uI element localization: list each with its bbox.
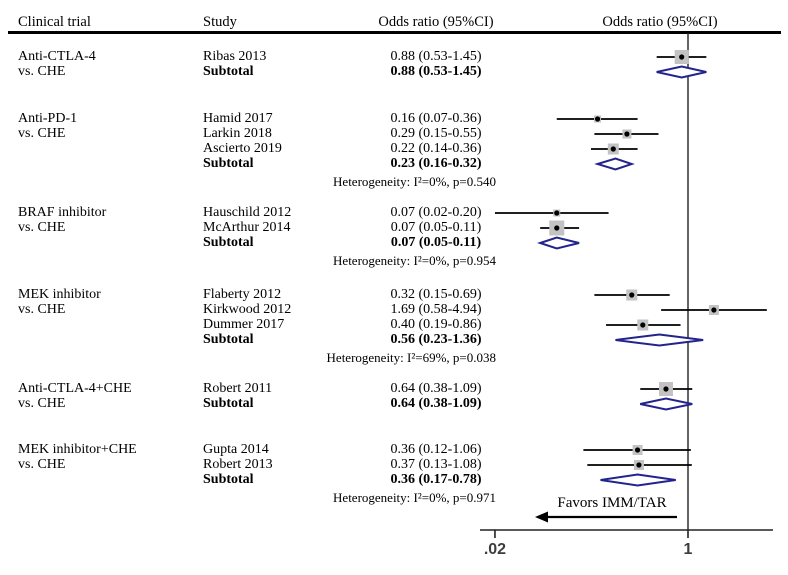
point-estimate-dot (610, 146, 616, 152)
subtotal-diamond (656, 65, 707, 79)
study-name: Flaberty 2012 (203, 287, 282, 302)
or-ci-value: 0.07 (0.05-0.11) (390, 220, 482, 235)
point-estimate-dot (554, 225, 560, 231)
or-ci-value: 0.16 (0.07-0.36) (390, 111, 482, 126)
subtotal-diamond (615, 333, 704, 347)
group-vs-label: vs. CHE (18, 64, 66, 79)
study-name: Ribas 2013 (203, 49, 267, 64)
group-vs-label: vs. CHE (18, 302, 66, 317)
x-axis-tick-label: 1 (683, 541, 693, 558)
subtotal-label: Subtotal (203, 235, 254, 250)
favors-arrow-head (535, 511, 548, 523)
subtotal-or-ci-value: 0.88 (0.53-1.45) (390, 64, 482, 79)
point-estimate-dot (594, 116, 601, 122)
or-ci-value: 1.69 (0.58-4.94) (390, 302, 482, 317)
or-ci-value: 0.32 (0.15-0.69) (390, 287, 482, 302)
heterogeneity-note: Heterogeneity: I²=69%, p=0.038 (326, 350, 496, 365)
header-odds-ratio-plot: Odds ratio (95%CI) (602, 14, 718, 30)
group-vs-label: vs. CHE (18, 126, 66, 141)
or-ci-value: 0.40 (0.19-0.86) (390, 317, 482, 332)
favors-label: Favors IMM/TAR (557, 495, 667, 511)
subtotal-or-ci-value: 0.07 (0.05-0.11) (390, 235, 482, 250)
subtotal-diamond (594, 157, 635, 171)
x-axis-tick-label: .02 (483, 541, 507, 558)
group-label: Anti-PD-1 (18, 111, 78, 126)
or-ci-value: 0.37 (0.13-1.08) (390, 457, 482, 472)
point-estimate-dot (640, 322, 646, 328)
study-name: Larkin 2018 (203, 126, 272, 141)
study-name: Kirkwood 2012 (203, 302, 292, 317)
subtotal-label: Subtotal (203, 396, 254, 411)
heterogeneity-note: Heterogeneity: I²=0%, p=0.971 (333, 490, 496, 505)
study-name: Robert 2013 (203, 457, 273, 472)
point-estimate-dot (554, 210, 560, 216)
group-label: MEK inhibitor+CHE (18, 442, 137, 457)
point-estimate-dot (624, 131, 630, 137)
header-odds-ratio-text: Odds ratio (95%CI) (378, 14, 494, 30)
subtotal-or-ci-value: 0.64 (0.38-1.09) (390, 396, 482, 411)
subtotal-diamond (536, 236, 580, 250)
subtotal-label: Subtotal (203, 472, 254, 487)
point-estimate-dot (636, 462, 642, 468)
header-clinical-trial: Clinical trial (18, 14, 91, 30)
or-ci-value: 0.29 (0.15-0.55) (390, 126, 482, 141)
point-estimate-dot (679, 54, 685, 60)
heterogeneity-note: Heterogeneity: I²=0%, p=0.540 (333, 174, 496, 189)
subtotal-label: Subtotal (203, 156, 254, 171)
study-name: Hamid 2017 (203, 111, 273, 126)
subtotal-diamond (640, 397, 693, 411)
subtotal-or-ci-value: 0.56 (0.23-1.36) (390, 332, 482, 347)
group-vs-label: vs. CHE (18, 457, 66, 472)
subtotal-label: Subtotal (203, 332, 254, 347)
point-estimate-dot (711, 307, 717, 313)
study-name: McArthur 2014 (203, 220, 291, 235)
subtotal-or-ci-value: 0.23 (0.16-0.32) (390, 156, 482, 171)
point-estimate-dot (634, 447, 641, 453)
or-ci-value: 0.64 (0.38-1.09) (390, 381, 482, 396)
study-name: Gupta 2014 (203, 442, 269, 457)
header-rule (8, 31, 781, 34)
study-name: Robert 2011 (203, 381, 273, 396)
subtotal-or-ci-value: 0.36 (0.17-0.78) (390, 472, 482, 487)
or-ci-value: 0.88 (0.53-1.45) (390, 49, 482, 64)
or-ci-value: 0.07 (0.02-0.20) (390, 205, 482, 220)
header-study: Study (203, 14, 237, 30)
group-vs-label: vs. CHE (18, 220, 66, 235)
subtotal-diamond (600, 473, 676, 487)
study-name: Ascierto 2019 (203, 141, 282, 156)
group-vs-label: vs. CHE (18, 396, 66, 411)
group-label: Anti-CTLA-4+CHE (18, 381, 132, 396)
heterogeneity-note: Heterogeneity: I²=0%, p=0.954 (333, 253, 496, 268)
subtotal-label: Subtotal (203, 64, 254, 79)
group-label: Anti-CTLA-4 (18, 49, 96, 64)
or-ci-value: 0.22 (0.14-0.36) (390, 141, 482, 156)
study-name: Dummer 2017 (203, 317, 285, 332)
study-name: Hauschild 2012 (203, 205, 292, 220)
or-ci-value: 0.36 (0.12-1.06) (390, 442, 482, 457)
point-estimate-dot (663, 386, 669, 392)
group-label: BRAF inhibitor (18, 205, 107, 220)
group-label: MEK inhibitor (18, 287, 101, 302)
point-estimate-dot (629, 292, 635, 298)
